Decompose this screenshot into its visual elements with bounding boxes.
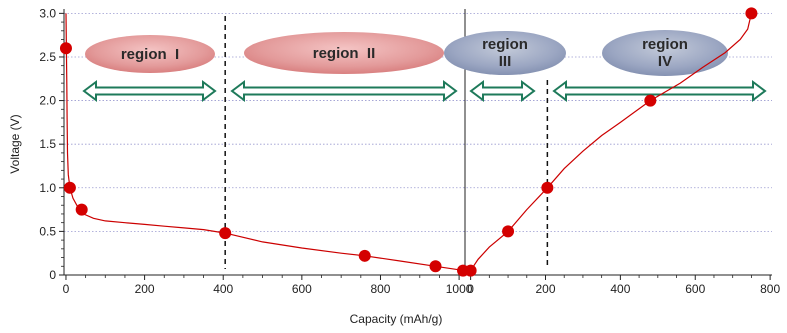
y-tick-label: 0.5 xyxy=(39,224,56,238)
region-label: region xyxy=(482,36,528,53)
region-ellipse xyxy=(244,32,444,74)
discharge-data-point xyxy=(59,42,72,55)
region-ellipse xyxy=(444,31,566,75)
region-label: region I xyxy=(121,46,179,63)
charge-data-point xyxy=(644,94,657,107)
region-label: region xyxy=(642,36,688,53)
x-tick-label: 0 xyxy=(467,282,474,296)
axis-labels: Voltage (V) Capacity (mAh/g) xyxy=(8,114,442,326)
discharge-data-point xyxy=(63,181,76,194)
x-tick-label: 0 xyxy=(63,282,70,296)
x-axis-label: Capacity (mAh/g) xyxy=(350,312,443,326)
x-tick-label: 200 xyxy=(135,282,155,296)
data-series xyxy=(59,7,758,277)
y-tick-label: 0 xyxy=(49,268,56,282)
region-span-arrow xyxy=(230,80,458,102)
charge-curve xyxy=(470,13,752,271)
region-ellipse xyxy=(85,35,215,73)
discharge-data-point xyxy=(429,260,442,273)
discharge-data-point xyxy=(75,203,88,216)
y-tick-label: 2.0 xyxy=(39,94,56,108)
region-label: III xyxy=(499,53,512,70)
y-tick-label: 3.0 xyxy=(39,6,56,20)
x-tick-label: 800 xyxy=(370,282,390,296)
x-tick-label: 400 xyxy=(610,282,630,296)
charge-data-point xyxy=(745,7,758,20)
region-label: region II xyxy=(313,45,376,62)
y-tick-label: 2.5 xyxy=(39,50,56,64)
x-tick-label: 200 xyxy=(535,282,555,296)
charge-data-point xyxy=(502,225,515,238)
region-ellipse xyxy=(602,30,728,76)
discharge-data-point xyxy=(219,227,232,240)
x-tick-label: 400 xyxy=(213,282,233,296)
discharge-data-point xyxy=(358,249,371,262)
y-axis-label: Voltage (V) xyxy=(8,114,22,173)
charge-data-point xyxy=(541,181,554,194)
region-span-arrow xyxy=(552,80,767,102)
region-span-arrow xyxy=(82,80,217,102)
charge-data-point xyxy=(464,264,477,277)
region-label: IV xyxy=(658,53,672,70)
x-tick-label: 800 xyxy=(760,282,780,296)
x-tick-label: 1000 xyxy=(446,282,473,296)
y-tick-label: 1.0 xyxy=(39,181,56,195)
x-tick-label: 600 xyxy=(292,282,312,296)
x-tick-label: 600 xyxy=(685,282,705,296)
region-span-arrow xyxy=(469,80,536,102)
y-tick-label: 1.5 xyxy=(39,137,56,151)
